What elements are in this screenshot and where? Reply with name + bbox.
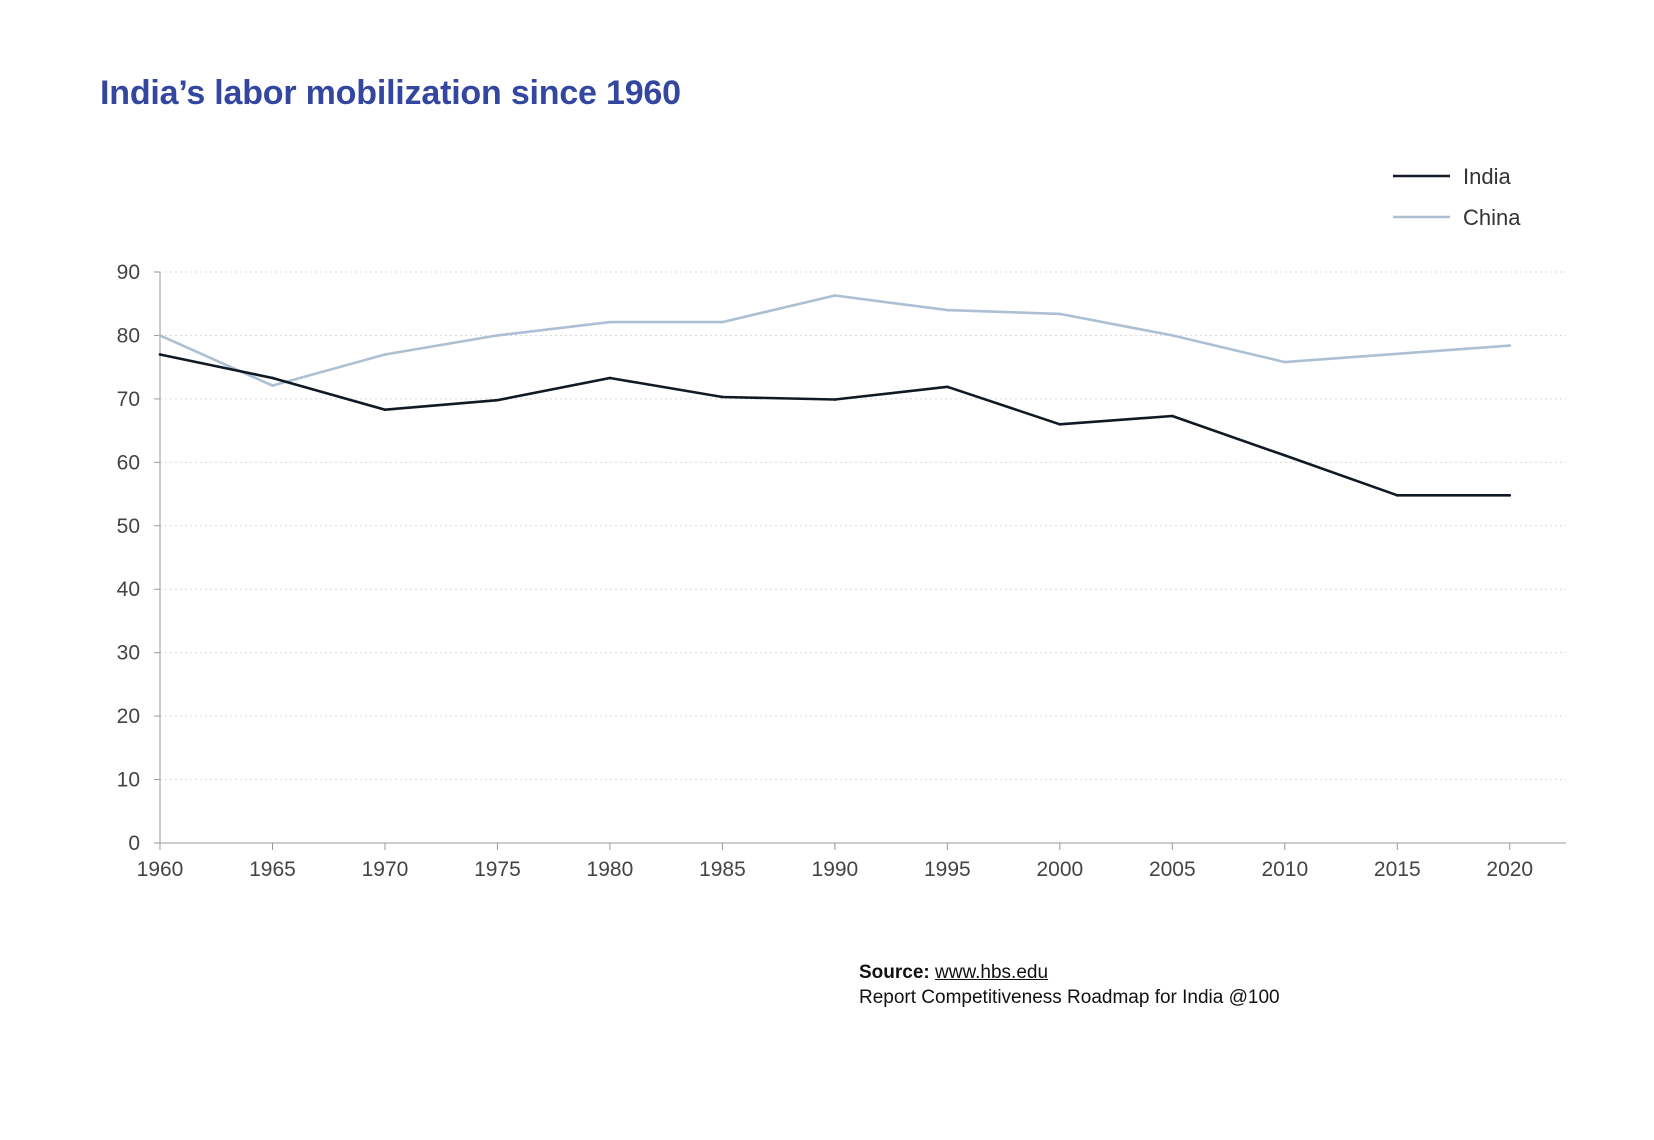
data-point-india <box>1171 414 1174 418</box>
data-point-china <box>721 320 724 324</box>
x-tick-label: 2015 <box>1374 858 1421 881</box>
data-point-india <box>1395 494 1399 497</box>
data-point-china <box>833 294 837 297</box>
x-tick-label: 2000 <box>1036 858 1083 881</box>
chart-title: India’s labor mobilization since 1960 <box>100 74 681 112</box>
y-tick-label: 80 <box>117 324 140 347</box>
data-point-india <box>496 398 499 402</box>
data-point-india <box>608 376 612 380</box>
source-note: Source: www.hbs.edu Report Competitivene… <box>859 960 1280 1010</box>
data-point-china <box>1508 344 1512 347</box>
data-point-china <box>1283 360 1287 364</box>
data-point-india <box>833 398 837 401</box>
y-tick-label: 40 <box>117 578 140 601</box>
data-point-china <box>1171 334 1174 337</box>
x-tick-label: 1985 <box>699 858 746 881</box>
data-point-india <box>158 353 162 356</box>
x-tick-label: 1975 <box>474 858 521 881</box>
data-point-india <box>1283 454 1287 457</box>
legend: India China <box>1393 164 1521 230</box>
x-tick-label: 1960 <box>137 858 184 881</box>
y-tick-label: 0 <box>128 832 140 855</box>
data-point-india <box>1508 494 1512 497</box>
data-point-china <box>158 334 162 337</box>
data-point-india <box>946 385 949 389</box>
x-axis-ticks: 1960 1965 1970 1975 1980 1985 1990 1995 2000 2005… <box>137 843 1533 881</box>
grid-lines <box>160 271 1566 781</box>
legend-label-china: China <box>1463 205 1521 230</box>
y-tick-label: 90 <box>117 261 140 284</box>
x-tick-label: 1965 <box>249 858 296 881</box>
x-tick-label: 1995 <box>924 858 971 881</box>
source-report: Report Competitiveness Roadmap for India… <box>859 987 1280 1008</box>
y-tick-label: 10 <box>117 769 140 792</box>
data-point-china <box>383 353 387 356</box>
data-point-china <box>608 320 612 324</box>
x-tick-label: 1980 <box>587 858 634 881</box>
source-link[interactable]: www.hbs.edu <box>935 962 1049 983</box>
x-tick-label: 2010 <box>1261 858 1308 881</box>
data-point-india <box>1058 422 1062 426</box>
data-point-china <box>1058 312 1062 316</box>
data-point-china <box>1395 352 1399 356</box>
data-point-india <box>271 376 274 380</box>
source-line: Source: www.hbs.edu <box>859 960 1280 985</box>
x-tick-label: 2005 <box>1149 858 1196 881</box>
x-tick-label: 2020 <box>1486 858 1533 881</box>
series-line-india <box>159 353 1510 497</box>
x-tick-label: 1990 <box>812 858 859 881</box>
axes <box>159 272 1566 844</box>
legend-label-india: India <box>1463 164 1511 189</box>
data-point-china <box>271 384 274 387</box>
source-label: Source: <box>859 962 930 983</box>
data-point-china <box>496 334 499 337</box>
data-point-china <box>946 308 949 312</box>
series-line-china <box>159 294 1510 387</box>
y-tick-label: 20 <box>117 705 140 728</box>
y-tick-label: 50 <box>117 515 140 538</box>
x-tick-label: 1970 <box>362 858 409 881</box>
y-axis-ticks: 0 10 20 30 40 50 60 70 80 90 <box>117 261 160 855</box>
y-tick-label: 60 <box>117 451 140 474</box>
series-lines <box>158 294 1512 497</box>
data-point-india <box>721 395 724 399</box>
data-point-india <box>383 408 387 411</box>
y-tick-label: 70 <box>117 388 140 411</box>
y-tick-label: 30 <box>117 642 140 665</box>
